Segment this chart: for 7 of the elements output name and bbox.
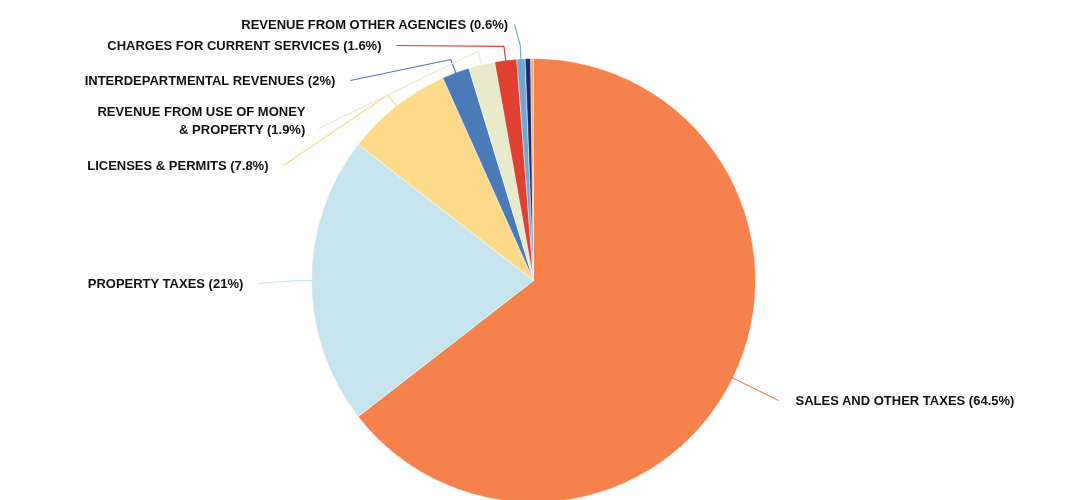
slice-label: LICENSES & PERMITS (7.8%) [87, 158, 269, 173]
slice-label: SALES AND OTHER TAXES (64.5%) [795, 393, 1015, 408]
slice-label: CHARGES FOR CURRENT SERVICES (1.6%) [107, 38, 382, 53]
slice-label: PROPERTY TAXES (21%) [87, 276, 244, 291]
slice-label: INTERDEPARTMENTAL REVENUES (2%) [84, 73, 336, 88]
slice-label: REVENUE FROM OTHER AGENCIES (0.6%) [241, 17, 509, 32]
slice-label: REVENUE FROM USE OF MONEY & PROPERTY (1.9%) [97, 103, 306, 138]
